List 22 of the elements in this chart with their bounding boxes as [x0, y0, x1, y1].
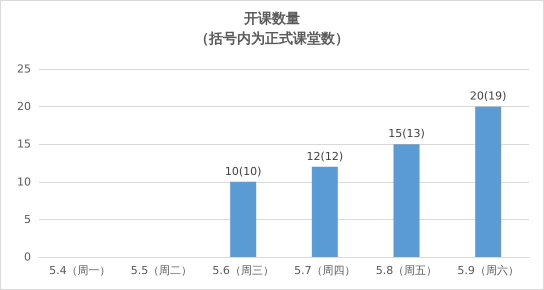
data-label: 20(19) — [470, 90, 506, 103]
y-tick-label: 5 — [24, 212, 31, 226]
y-tick-label: 25 — [17, 62, 31, 76]
x-tick-label: 5.7（周四） — [294, 264, 356, 277]
bar — [312, 166, 338, 257]
x-tick-label: 5.6（周三） — [212, 264, 274, 277]
y-tick-label: 15 — [17, 138, 31, 151]
y-tick-label: 20 — [17, 100, 31, 114]
x-tick-label: 5.4（周一） — [49, 264, 111, 277]
bar — [394, 144, 420, 257]
data-label: 15(13) — [388, 127, 425, 140]
y-tick-label: 0 — [24, 250, 31, 264]
x-tick-label: 5.9（周六） — [457, 264, 519, 277]
chart-subtitle: （括号内为正式课堂数） — [195, 31, 349, 47]
x-tick-label: 5.8（周五） — [376, 264, 438, 277]
y-tick-label: 10 — [17, 175, 31, 188]
chart-title: 开课数量 — [243, 11, 300, 27]
bar — [475, 106, 502, 257]
bar — [230, 182, 256, 257]
data-label: 12(12) — [306, 150, 344, 163]
data-label: 10(10) — [224, 164, 262, 178]
x-tick-label: 5.5（周二） — [130, 264, 192, 277]
